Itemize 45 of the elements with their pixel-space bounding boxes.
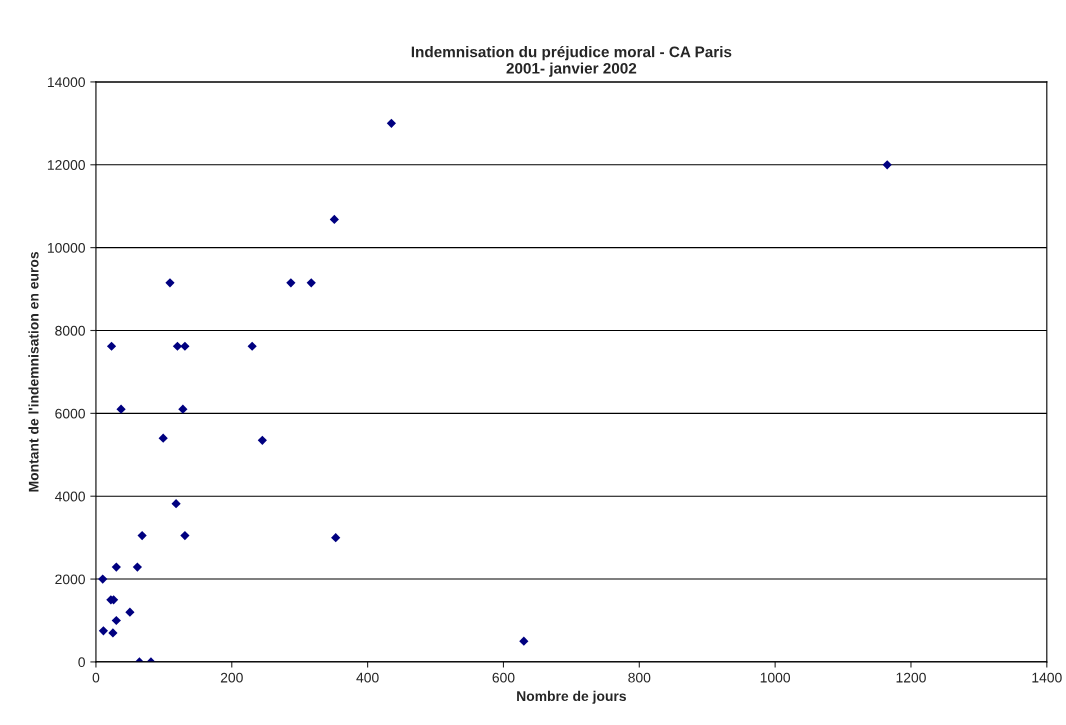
y-tick-label: 2000 <box>55 574 85 585</box>
point <box>106 341 117 351</box>
x-axis-title: Nombre de jours <box>517 690 626 704</box>
y-tick-label: 0 <box>78 657 85 668</box>
point <box>111 615 121 626</box>
point <box>247 341 257 351</box>
point <box>882 160 892 170</box>
y-tick-label: 8000 <box>55 325 85 336</box>
point <box>386 118 396 128</box>
point <box>286 278 296 288</box>
point <box>306 278 316 288</box>
point <box>125 607 135 617</box>
point <box>257 435 267 445</box>
x-tick-label: 200 <box>220 672 243 683</box>
point <box>111 562 121 572</box>
x-tick-label: 1400 <box>1032 672 1062 683</box>
point <box>329 214 339 225</box>
y-tick-label: 4000 <box>54 491 85 502</box>
point <box>158 433 168 443</box>
point <box>519 636 529 646</box>
point <box>165 278 175 288</box>
point <box>98 626 109 636</box>
point <box>331 533 341 543</box>
point <box>180 341 190 351</box>
point <box>108 628 118 638</box>
y-tick-label: 14000 <box>47 77 85 88</box>
point <box>178 404 188 414</box>
y-tick-label: 10000 <box>47 242 85 253</box>
point <box>171 499 181 509</box>
point <box>172 341 183 351</box>
point <box>137 530 147 541</box>
point <box>116 404 126 414</box>
x-tick-label: 800 <box>628 672 651 683</box>
point <box>98 574 108 584</box>
chart-title: Indemnisation du préjudice moral - CA Paris 2001- janvier 2002 <box>411 45 732 77</box>
point <box>132 562 142 572</box>
y-axis-title: Montant de l'indemnisation en euros <box>28 252 39 492</box>
x-tick-label: 400 <box>356 672 379 683</box>
point <box>180 530 190 541</box>
x-tick-label: 1000 <box>760 672 791 683</box>
x-tick-label: 600 <box>492 672 515 683</box>
y-tick-label: 6000 <box>55 408 85 419</box>
x-tick-label: 0 <box>92 672 100 683</box>
y-tick-label: 12000 <box>47 160 85 170</box>
x-tick-label: 1200 <box>896 672 926 683</box>
